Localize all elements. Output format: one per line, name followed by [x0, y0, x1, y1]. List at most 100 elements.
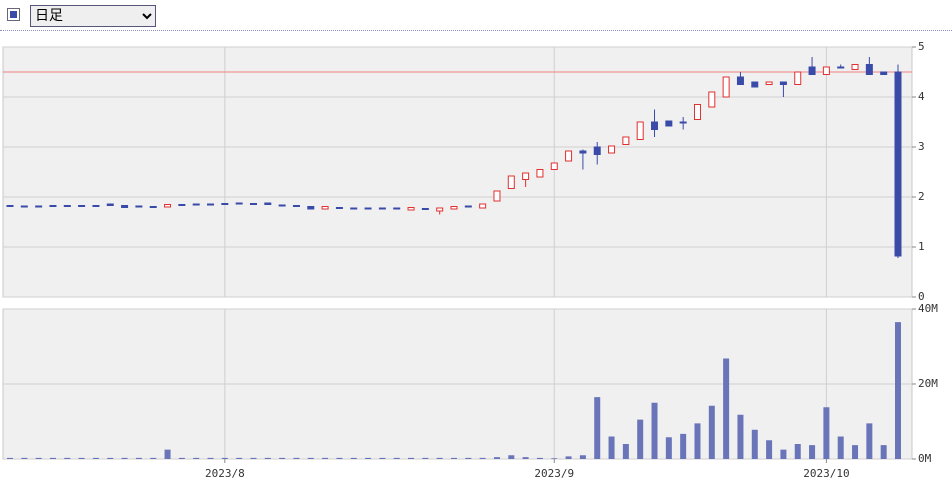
candle-body: [479, 203, 487, 209]
candle-body: [708, 91, 716, 108]
y-tick-label: 20M: [918, 377, 938, 390]
candle-body: [665, 120, 673, 127]
candle-body: [121, 205, 129, 208]
volume-bar: [551, 458, 558, 459]
plot-area: [2, 46, 913, 298]
volume-bar: [451, 457, 457, 459]
volume-bar: [852, 445, 859, 459]
volume-bar: [723, 358, 730, 459]
volume-bar: [780, 449, 787, 459]
candle-body: [278, 204, 286, 207]
volume-bar: [121, 457, 128, 459]
volume-bar: [49, 457, 56, 459]
candle-body: [35, 205, 43, 208]
candle-body: [579, 150, 587, 154]
candle-body: [507, 175, 515, 189]
candle-body: [608, 145, 616, 154]
volume-bar: [293, 457, 300, 459]
volume-bar: [164, 449, 171, 459]
candle-body: [894, 71, 902, 257]
volume-bar: [880, 445, 887, 459]
y-tick-label: 3: [918, 140, 925, 153]
y-tick-label: 40M: [918, 302, 938, 315]
candle-body: [865, 64, 873, 75]
candle-body: [536, 169, 544, 178]
volume-bar: [680, 433, 687, 459]
volume-bar: [637, 419, 644, 459]
candle-body: [350, 207, 358, 210]
candle-body: [880, 71, 888, 75]
volume-bar: [21, 457, 28, 459]
volume-bar: [35, 457, 42, 459]
candle-body: [593, 146, 601, 155]
candle-body: [693, 104, 701, 120]
volume-bar: [365, 457, 372, 459]
candle-body: [407, 207, 415, 211]
volume-bar: [895, 322, 901, 459]
candle-body: [135, 205, 143, 208]
candle-body: [207, 203, 215, 206]
candle-body: [164, 204, 172, 208]
candle-body: [837, 66, 845, 69]
volume-bar: [837, 436, 844, 459]
volume-bar: [694, 423, 701, 459]
candle-body: [522, 172, 530, 180]
volume-bar: [107, 457, 114, 459]
candle-body: [264, 202, 272, 205]
candle-body: [6, 205, 14, 207]
volume-bar: [708, 405, 715, 459]
volume-bar: [479, 457, 486, 459]
volume-bar: [422, 457, 429, 459]
volume-bar: [579, 455, 586, 459]
volume-bar: [522, 457, 529, 459]
candle-body: [822, 66, 830, 75]
period-select[interactable]: 日足: [30, 5, 156, 27]
candle-body: [464, 205, 472, 208]
volume-bar: [78, 457, 85, 459]
candle-body: [651, 121, 659, 130]
candle-body: [335, 207, 343, 209]
volume-bar: [64, 457, 71, 459]
candle-body: [565, 150, 573, 162]
y-tick-label: 5: [918, 40, 925, 53]
volume-bar: [408, 457, 415, 459]
candle-body: [493, 190, 501, 202]
candle-body: [92, 205, 100, 207]
x-tick-label: 2023/9: [534, 467, 574, 480]
candle-body: [192, 203, 200, 206]
volume-bar: [766, 440, 773, 459]
y-tick-label: 0: [918, 290, 925, 303]
candle-body: [765, 81, 773, 85]
candle-body: [307, 206, 315, 210]
volume-bar: [665, 437, 672, 459]
volume-bar: [508, 455, 515, 459]
volume-bar: [751, 429, 758, 459]
x-tick-label: 2023/8: [205, 467, 245, 480]
volume-bar: [465, 457, 472, 459]
volume-bar: [651, 402, 658, 459]
y-tick-label: 2: [918, 190, 925, 203]
volume-bar: [809, 445, 816, 459]
candle-body: [622, 136, 630, 145]
volume-bar: [221, 457, 228, 459]
volume-bar: [350, 457, 357, 459]
candle-body: [149, 206, 157, 208]
candle-body: [378, 207, 386, 210]
volume-bar: [866, 423, 873, 459]
candle-body: [436, 207, 444, 212]
volume-bar: [393, 457, 400, 459]
candle-body: [49, 205, 57, 207]
volume-bar: [493, 457, 500, 459]
volume-bar: [608, 436, 615, 459]
candle-body: [78, 205, 86, 207]
volume-bar: [336, 457, 343, 459]
volume-bar: [250, 457, 257, 459]
candle-body: [106, 203, 114, 206]
volume-bar: [135, 457, 142, 459]
y-tick-label: 1: [918, 240, 925, 253]
x-tick-label: 2023/10: [803, 467, 849, 480]
candle-body: [679, 121, 687, 124]
checkbox[interactable]: [7, 8, 20, 21]
